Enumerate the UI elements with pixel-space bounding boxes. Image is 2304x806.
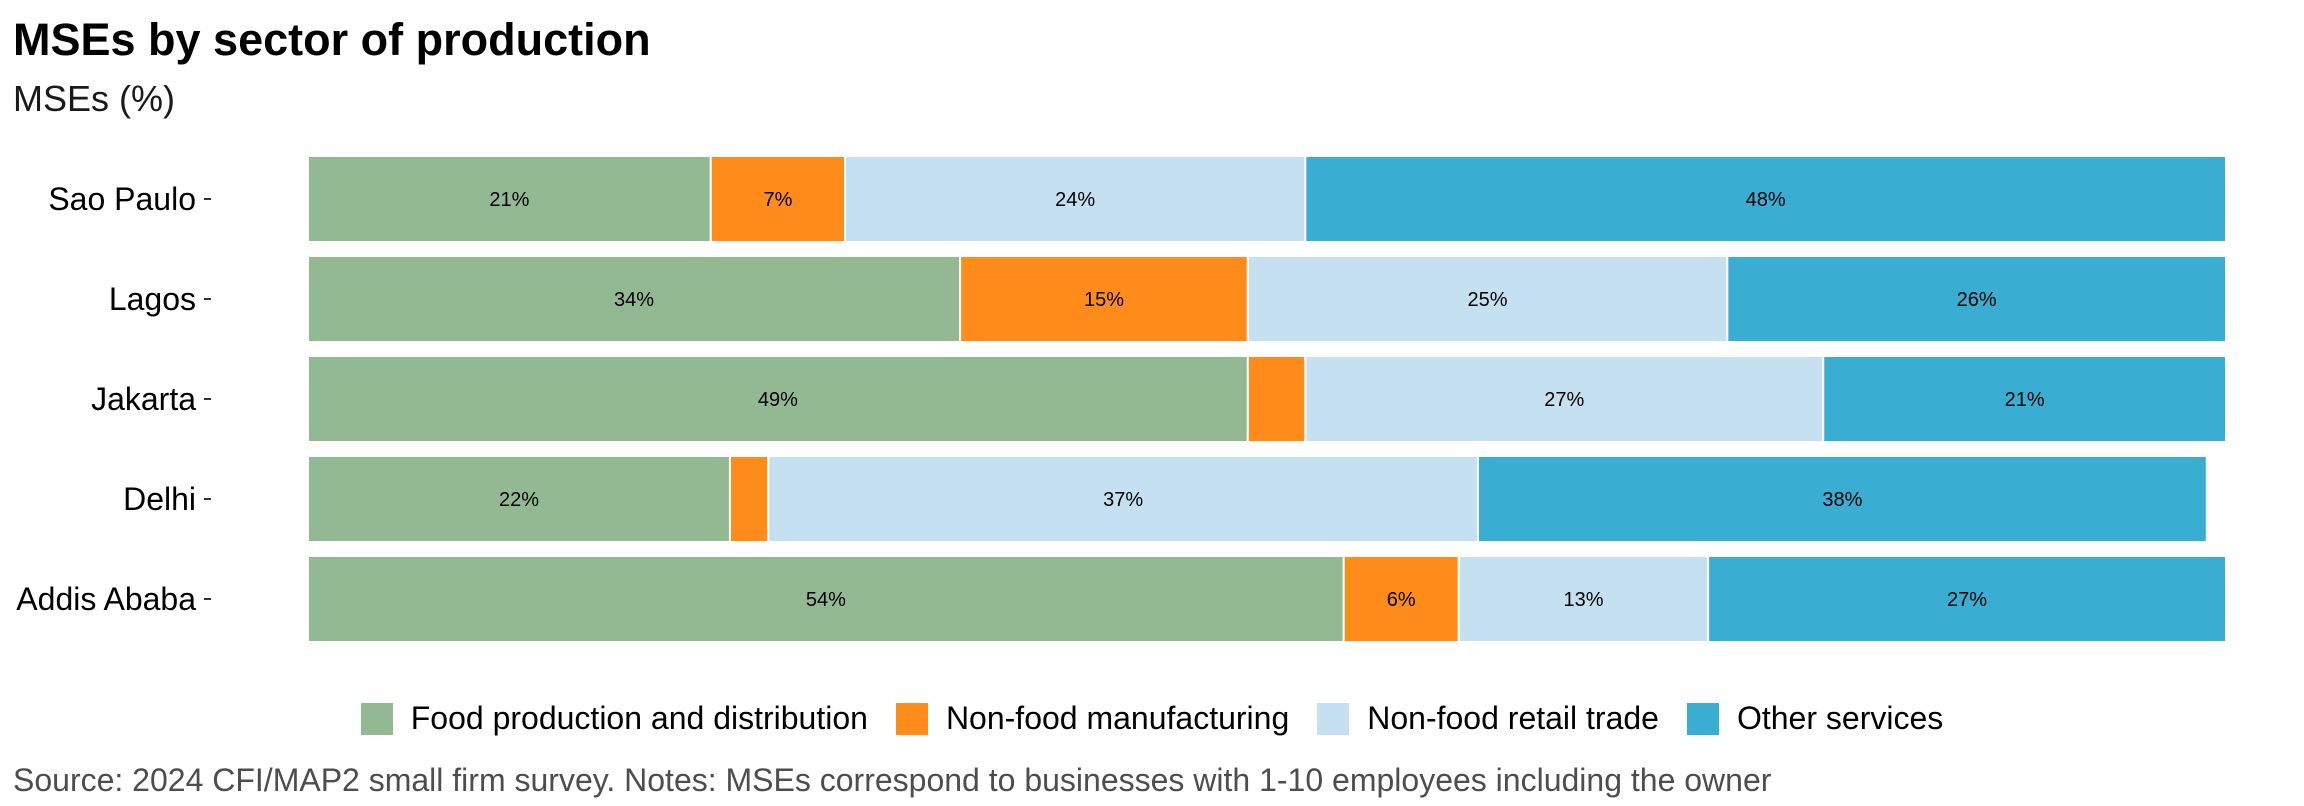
source-note: Source: 2024 CFI/MAP2 small firm survey.… <box>13 762 1772 798</box>
bar-segment-lagos-3 <box>1726 255 2227 343</box>
legend-item-retail: Non-food retail trade <box>1317 700 1659 737</box>
bar-segment-addis-ababa-0 <box>307 555 1345 643</box>
data-label-sao-paulo-1: 7% <box>763 189 792 211</box>
bar-segment-sao-paulo-1 <box>709 155 847 243</box>
bar-segment-jakarta-2 <box>1304 355 1825 443</box>
data-label-sao-paulo-3: 48% <box>1746 189 1786 211</box>
legend-item-manufacturing: Non-food manufacturing <box>895 700 1290 737</box>
legend-swatch-food <box>360 702 393 735</box>
stacked-bar-chart: Sao Paulo 21% 7% 24% 48% Lagos 34% 15% 25% 26% Jak… <box>16 155 2227 643</box>
legend-swatch-manufacturing <box>895 702 928 735</box>
legend-swatch-retail <box>1317 702 1350 735</box>
legend-swatch-other-services <box>1686 702 1719 735</box>
category-label-jakarta: Jakarta <box>91 381 196 417</box>
chart-subtitle: MSEs (%) <box>13 78 175 119</box>
data-label-delhi-0: 22% <box>499 489 539 511</box>
legend-label-food: Food production and distribution <box>410 700 868 736</box>
bar-segment-delhi-0 <box>307 455 731 543</box>
legend-item-other-services: Other services <box>1686 700 1944 737</box>
data-label-jakarta-3: 21% <box>2005 389 2045 411</box>
data-label-lagos-3: 26% <box>1957 289 1997 311</box>
data-label-jakarta-0: 49% <box>758 389 798 411</box>
category-label-sao-paulo: Sao Paulo <box>48 181 196 217</box>
legend: Food production and distribution Non-foo… <box>0 700 2304 737</box>
data-label-delhi-3: 38% <box>1822 489 1862 511</box>
data-label-addis-ababa-1: 6% <box>1387 589 1416 611</box>
bar-segment-addis-ababa-2 <box>1457 555 1710 643</box>
data-label-jakarta-2: 27% <box>1544 389 1584 411</box>
data-label-lagos-1: 15% <box>1084 289 1124 311</box>
bar-segment-addis-ababa-3 <box>1707 555 2227 643</box>
data-label-addis-ababa-0: 54% <box>806 589 846 611</box>
bar-segment-jakarta-0 <box>307 355 1249 443</box>
legend-item-food: Food production and distribution <box>360 700 868 737</box>
data-label-sao-paulo-0: 21% <box>489 189 529 211</box>
data-label-lagos-2: 25% <box>1468 289 1508 311</box>
bar-segment-lagos-1 <box>959 255 1249 343</box>
bar-segment-jakarta-1 <box>1246 355 1307 443</box>
category-label-addis-ababa: Addis Ababa <box>16 581 196 617</box>
data-label-sao-paulo-2: 24% <box>1055 189 1095 211</box>
bar-segment-delhi-3 <box>1476 455 2208 543</box>
data-label-addis-ababa-2: 13% <box>1563 589 1603 611</box>
chart-title: MSEs by sector of production <box>13 14 651 65</box>
legend-label-retail: Non-food retail trade <box>1367 700 1659 736</box>
bar-segment-jakarta-3 <box>1822 355 2227 443</box>
category-label-lagos: Lagos <box>109 281 196 317</box>
bar-segment-sao-paulo-2 <box>844 155 1307 243</box>
bar-segment-addis-ababa-1 <box>1342 555 1460 643</box>
bar-segment-sao-paulo-3 <box>1304 155 2227 243</box>
bar-segment-lagos-2 <box>1246 255 1729 343</box>
data-label-addis-ababa-3: 27% <box>1947 589 1987 611</box>
bar-segment-delhi-2 <box>767 455 1479 543</box>
legend-label-manufacturing: Non-food manufacturing <box>945 700 1290 736</box>
data-label-delhi-2: 37% <box>1103 489 1143 511</box>
legend-label-other-services: Other services <box>1736 700 1944 736</box>
data-label-lagos-0: 34% <box>614 289 654 311</box>
category-label-delhi: Delhi <box>123 481 196 517</box>
bar-segment-delhi-1 <box>728 455 770 543</box>
